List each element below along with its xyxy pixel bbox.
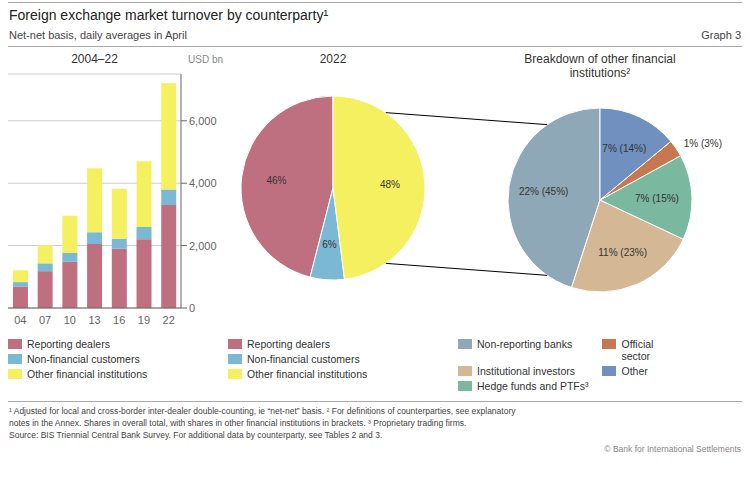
html-text:2022: 2022 <box>319 52 347 66</box>
html-text:Graph 3: Graph 3 <box>701 29 741 41</box>
html-text:Institutional investors: Institutional investors <box>477 365 576 377</box>
svg-text:6%: 6% <box>322 239 337 250</box>
html-text:Official sector: Official sector <box>621 338 654 362</box>
svg-text:48%: 48% <box>380 179 400 190</box>
svg-text:7% (14%): 7% (14%) <box>602 143 646 154</box>
html-text:Other financial institutions: Other financial institutions <box>27 368 148 380</box>
svg-text:16: 16 <box>113 314 125 326</box>
html-text:Net-net basis, daily averages: Net-net basis, daily averages in April <box>9 29 187 41</box>
html-text:2004–22: 2004–22 <box>71 52 118 66</box>
svg-text:0: 0 <box>189 302 195 314</box>
html-text:© Bank for International Settl: © Bank for International Settlements <box>604 444 741 454</box>
html-text:Breakdown of other financial i: Breakdown of other financial institution… <box>524 52 676 80</box>
svg-text:19: 19 <box>138 314 150 326</box>
html-text:Foreign exchange market turnov: Foreign exchange market turnover by coun… <box>9 7 328 23</box>
svg-text:4,000: 4,000 <box>189 177 217 189</box>
svg-text:2,000: 2,000 <box>189 240 217 252</box>
html-text:Hedge funds and PTFs³: Hedge funds and PTFs³ <box>477 380 589 392</box>
svg-text:10: 10 <box>64 314 76 326</box>
html-text:Non-reporting banks: Non-reporting banks <box>477 338 573 350</box>
svg-text:6,000: 6,000 <box>189 115 217 127</box>
svg-text:13: 13 <box>88 314 100 326</box>
html-text:USD bn: USD bn <box>188 54 223 65</box>
html-text:notes in the Annex. Shares in: notes in the Annex. Shares in overall to… <box>9 418 467 428</box>
html-text:Other: Other <box>621 365 648 377</box>
html-text:Source: BIS Triennial Central: Source: BIS Triennial Central Bank Surve… <box>9 430 383 440</box>
html-text:Other financial institutions: Other financial institutions <box>247 368 368 380</box>
html-text:Non-financial customers: Non-financial customers <box>27 353 140 365</box>
svg-text:1% (3%): 1% (3%) <box>684 138 722 149</box>
html-text:Reporting dealers: Reporting dealers <box>247 338 330 350</box>
svg-text:22: 22 <box>163 314 175 326</box>
html-text:Non-financial customers: Non-financial customers <box>247 353 360 365</box>
svg-text:07: 07 <box>39 314 51 326</box>
svg-text:22% (45%): 22% (45%) <box>519 186 568 197</box>
svg-text:7% (15%): 7% (15%) <box>635 193 679 204</box>
svg-text:11% (23%): 11% (23%) <box>598 247 647 258</box>
html-text:¹ Adjusted for local and cross: ¹ Adjusted for local and cross-border in… <box>9 406 516 416</box>
svg-text:04: 04 <box>14 314 26 326</box>
svg-text:46%: 46% <box>266 175 286 186</box>
html-text:Reporting dealers: Reporting dealers <box>27 338 110 350</box>
